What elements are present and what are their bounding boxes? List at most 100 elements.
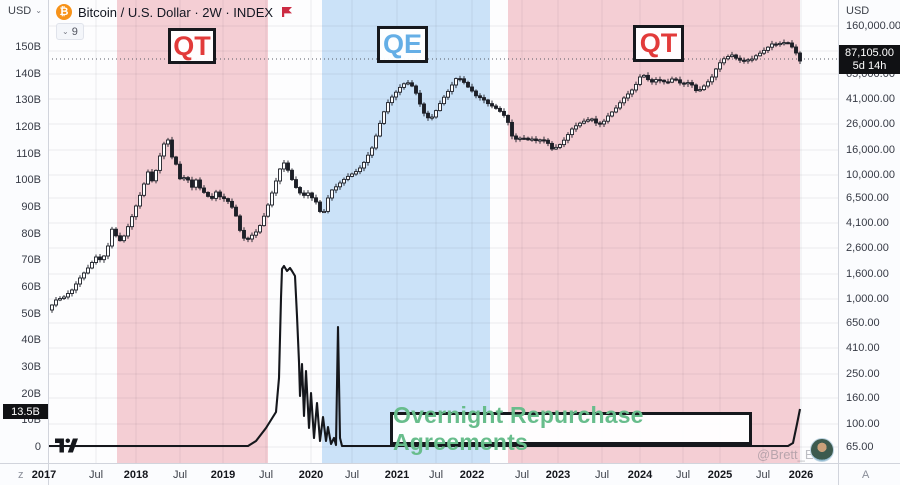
candle-body xyxy=(654,79,658,83)
left-axis-unit-button[interactable]: USD ⌄ xyxy=(8,3,42,18)
left-axis-tick: 20B xyxy=(21,388,41,400)
time-axis-tick-2024: 2024 xyxy=(627,469,653,481)
candle-body xyxy=(178,163,182,180)
candle-body xyxy=(562,139,566,146)
candle-body xyxy=(226,198,230,202)
left-axis-tick: 110B xyxy=(16,148,41,160)
candle-body xyxy=(274,180,278,194)
candle-body xyxy=(234,206,238,217)
candle-body xyxy=(770,43,774,48)
candle-body xyxy=(374,135,378,149)
candle-body xyxy=(450,84,454,92)
candle-body xyxy=(774,43,778,46)
candle-body xyxy=(342,178,346,184)
chevron-down-icon: ⌄ xyxy=(62,27,69,36)
time-axis-tick-jul: Jul xyxy=(428,469,444,481)
candle-body xyxy=(502,110,506,116)
candle-body xyxy=(750,58,754,61)
right-axis-unit-button[interactable]: USD ⌄ xyxy=(846,3,900,18)
candle-body xyxy=(614,107,618,113)
auto-scale-button[interactable]: A xyxy=(862,469,870,481)
flag-icon[interactable] xyxy=(281,6,293,18)
bitcoin-icon: ₿ xyxy=(56,4,72,20)
time-axis-tick-jul: Jul xyxy=(755,469,771,481)
candle-body xyxy=(794,46,798,54)
time-axis[interactable]: z A 2017 Jul 2018 Jul 2019 Jul 2020 Jul 2021 Jul 2… xyxy=(0,463,900,485)
candle-body xyxy=(150,171,154,182)
chevron-down-icon: ⌄ xyxy=(35,6,42,15)
qe-band xyxy=(322,0,490,463)
candle-body xyxy=(626,93,630,99)
candle-body xyxy=(406,82,410,85)
candle-body xyxy=(594,118,598,124)
candle-body xyxy=(346,175,350,180)
candle-body xyxy=(618,102,622,109)
candle-body xyxy=(102,255,106,261)
candle-body xyxy=(482,97,486,101)
candle-body xyxy=(578,122,582,127)
left-axis-tick: 120B xyxy=(15,121,41,133)
candle-body xyxy=(466,81,470,88)
symbol-title[interactable]: Bitcoin / U.S. Dollar · 2W · INDEX xyxy=(78,4,274,20)
candle-body xyxy=(478,95,482,99)
time-axis-tick-2026: 2026 xyxy=(788,469,814,481)
candle-body xyxy=(310,192,314,199)
left-price-axis[interactable]: USD ⌄ 150B 140B 130B 120B 110B 100B 90B 80B 70B 6… xyxy=(0,0,49,463)
candle-body xyxy=(86,267,90,274)
candle-body xyxy=(218,191,222,198)
right-axis-tick: 65.00 xyxy=(846,441,874,453)
candle-body xyxy=(302,192,306,196)
indicators-collapsed-button[interactable]: ⌄ 9 xyxy=(56,23,84,40)
candle-body xyxy=(186,177,190,181)
candle-body xyxy=(582,120,586,124)
right-axis-tick: 410.00 xyxy=(846,342,880,354)
candle-body xyxy=(382,111,386,124)
candle-body xyxy=(646,74,650,81)
candle-body xyxy=(246,237,250,240)
candle-body xyxy=(758,52,762,57)
candle-body xyxy=(174,156,178,165)
left-axis-tick: 150B xyxy=(15,41,41,53)
candle-body xyxy=(270,192,274,206)
left-axis-tick: 30B xyxy=(21,361,41,373)
candle-body xyxy=(418,92,422,105)
candle-body xyxy=(454,78,458,86)
repo-agreements-label: Overnight Repurchase Agreements xyxy=(390,402,752,455)
candle-body xyxy=(130,216,134,228)
candle-body xyxy=(190,179,194,188)
left-axis-tick: 130B xyxy=(15,94,41,106)
candle-body xyxy=(214,191,218,199)
timezone-button[interactable]: z xyxy=(18,469,24,481)
candle-body xyxy=(362,161,366,169)
candle-countdown: 5d 14h xyxy=(852,59,887,72)
candle-body xyxy=(462,78,466,83)
candle-body xyxy=(414,85,418,94)
candle-body xyxy=(194,179,198,188)
candle-body xyxy=(514,135,518,140)
price-chart-plot[interactable] xyxy=(48,0,838,463)
candle-body xyxy=(566,134,570,141)
candle-body xyxy=(90,262,94,269)
candle-body xyxy=(126,226,130,237)
left-axis-unit-label: USD xyxy=(8,4,32,17)
candle-body xyxy=(110,228,114,247)
candle-body xyxy=(166,139,170,145)
left-axis-tick: 140B xyxy=(15,68,41,80)
candle-body xyxy=(666,81,670,84)
candle-body xyxy=(258,225,262,233)
time-axis-tick-2020: 2020 xyxy=(298,469,324,481)
time-axis-tick-2022: 2022 xyxy=(459,469,485,481)
candle-body xyxy=(198,179,202,189)
candle-body xyxy=(590,118,594,121)
candle-body xyxy=(506,114,510,123)
candle-body xyxy=(778,42,782,46)
candle-body xyxy=(650,79,654,83)
candle-body xyxy=(702,85,706,91)
left-axis-tick: 100B xyxy=(15,174,41,186)
qt-band xyxy=(508,0,800,463)
candle-body xyxy=(58,298,62,301)
candle-body xyxy=(82,272,86,279)
right-axis-tick: 4,100.00 xyxy=(846,217,889,229)
candle-body xyxy=(718,62,722,70)
candle-body xyxy=(586,119,590,122)
